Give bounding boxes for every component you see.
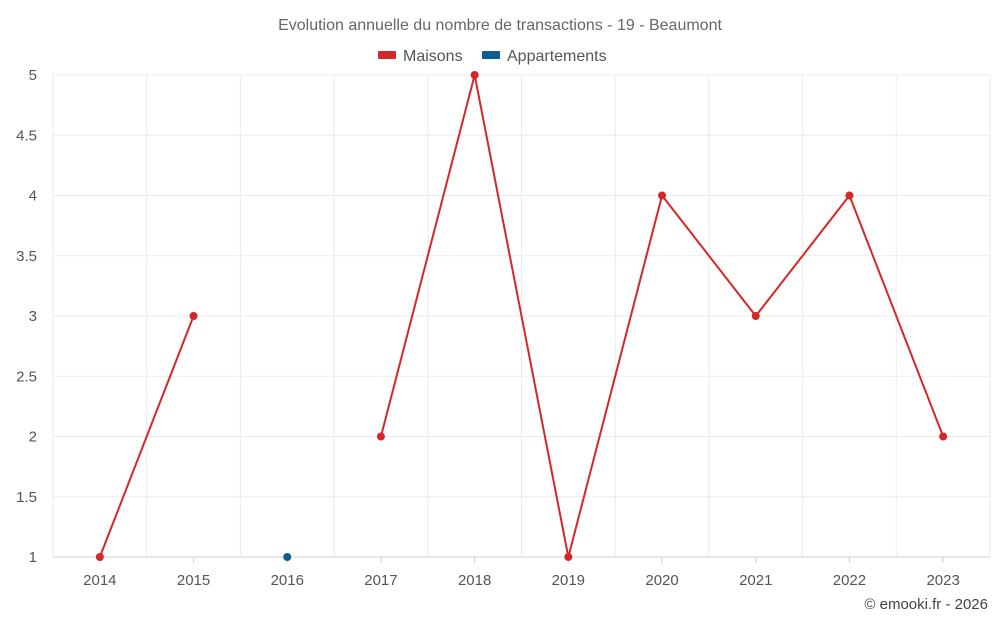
legend-swatch-maisons: [378, 51, 396, 59]
data-point-maisons: [658, 191, 667, 200]
x-tick-label: 2019: [552, 572, 585, 589]
data-point-maisons: [470, 71, 479, 79]
y-tick-label: 5: [29, 67, 37, 84]
legend-item-maisons[interactable]: Maisons: [378, 48, 463, 65]
x-tick-label: 2020: [645, 572, 678, 589]
legend-label-maisons: Maisons: [403, 48, 463, 65]
y-tick-label: 3.5: [16, 248, 37, 265]
y-tick-label: 1: [29, 549, 37, 566]
y-tick-label: 2: [29, 429, 37, 446]
data-point-appartements: [283, 553, 292, 561]
legend[interactable]: Maisons Appartements: [378, 48, 607, 65]
x-tick-label: 2022: [833, 572, 866, 589]
x-tick-label: 2018: [458, 572, 491, 589]
x-axis: 2014 2015 2016 2017 2018 2019 2020 2021 2022 2023: [83, 557, 960, 589]
data-point-maisons: [751, 312, 760, 320]
chart-title: Evolution annuelle du nombre de transact…: [278, 17, 722, 34]
y-axis: 1 1.5 2 2.5 3 3.5 4 4.5 5: [16, 67, 37, 566]
legend-label-appartements: Appartements: [507, 48, 607, 65]
x-tick-label: 2015: [177, 572, 210, 589]
x-tick-label: 2014: [83, 572, 116, 589]
y-tick-label: 4.5: [16, 127, 37, 144]
x-tick-label: 2021: [739, 572, 772, 589]
data-point-maisons: [189, 312, 198, 320]
data-point-maisons: [564, 553, 573, 561]
data-point-maisons: [95, 553, 104, 561]
data-point-maisons: [376, 432, 385, 441]
series-layer: [95, 71, 948, 561]
y-tick-label: 3: [29, 308, 37, 325]
legend-swatch-appartements: [482, 51, 500, 59]
x-tick-label: 2017: [364, 572, 397, 589]
series-line-maisons: [98, 315, 195, 558]
credit-text: © emooki.fr - 2026: [864, 596, 988, 613]
x-tick-label: 2016: [271, 572, 304, 589]
legend-item-appartements[interactable]: Appartements: [482, 48, 607, 65]
y-tick-label: 1.5: [16, 489, 37, 506]
y-tick-label: 2.5: [16, 368, 37, 385]
data-point-maisons: [845, 191, 854, 200]
y-tick-label: 4: [29, 188, 37, 205]
data-point-maisons: [939, 432, 948, 441]
x-tick-label: 2023: [926, 572, 959, 589]
